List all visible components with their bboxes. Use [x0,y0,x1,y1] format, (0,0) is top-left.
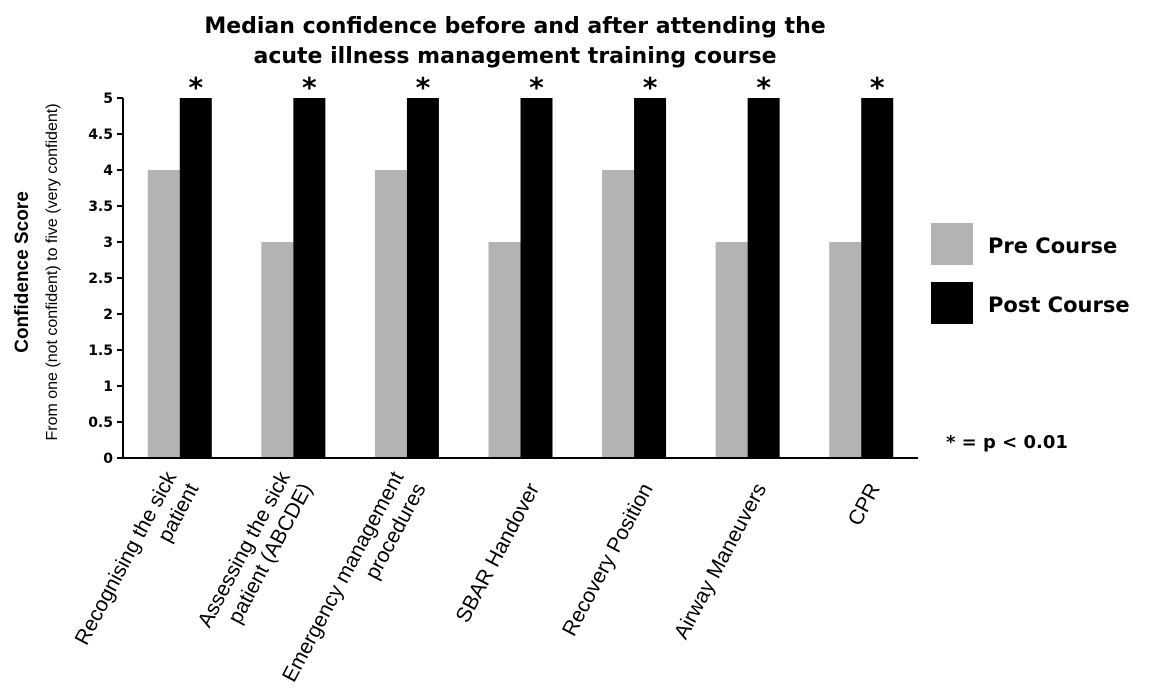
significance-star-recovery-position: * [643,71,658,104]
bar-pre-course-recognising-the-sick-patient [147,170,180,458]
y-tick-label: 3.5 [88,199,113,215]
y-tick-label: 3 [103,235,113,251]
bar-pre-course-cpr [829,242,862,458]
significance-star-sbar-handover: * [529,71,544,104]
bar-post-course-assessing-the-sick-patient-abcde [293,98,326,458]
bar-pre-course-emergency-management-procedures [374,170,407,458]
y-tick-label: 1 [103,379,113,395]
y-tick-label: 1.5 [88,343,113,359]
y-tick-label: 4 [103,163,113,179]
legend-label-post-course: Post Course [988,293,1130,317]
x-tick-label-line: Recovery Position [558,480,658,640]
bar-pre-course-airway-maneuvers [715,242,748,458]
significance-note: * = p < 0.01 [946,432,1068,453]
x-tick-label-line: Airway Maneuvers [670,480,771,643]
bar-pre-course-sbar-handover [488,242,521,458]
x-tick-label-recovery-position: Recovery Position [558,480,658,640]
y-axis-ticks: 0 0.5 1 1.5 2 2.5 3 3.5 4 4.5 5 [88,91,123,467]
chart-title-line-2: acute illness management training course [253,44,776,69]
y-axis-title: Confidence Score [12,191,33,353]
x-tick-label-assessing-the-sick-patient-abcde: Assessing the sickpatient (ABCDE) [193,467,317,642]
significance-star-emergency-management-procedures: * [416,71,431,104]
legend: Pre Course Post Course [931,223,1130,324]
legend-swatch-pre-course [931,223,973,265]
chart-title: Median confidence before and after atten… [204,14,825,69]
x-tick-label-line: Recognising the sick [71,467,182,648]
x-tick-label-recognising-the-sick-patient: Recognising the sickpatient [71,467,204,660]
x-tick-label-airway-maneuvers: Airway Maneuvers [670,480,771,643]
y-tick-label: 2 [103,307,113,323]
significance-star-recognising-the-sick-patient: * [188,71,203,104]
y-tick-label: 0 [103,451,113,467]
bars [147,98,894,458]
bar-post-course-emergency-management-procedures [406,98,439,458]
bar-post-course-recovery-position [634,98,667,458]
significance-star-airway-maneuvers: * [756,71,771,104]
bar-pre-course-assessing-the-sick-patient-abcde [261,242,294,458]
x-tick-label-line: CPR [844,480,885,530]
bar-post-course-sbar-handover [520,98,553,458]
x-tick-label-cpr: CPR [844,480,885,530]
bar-post-course-cpr [861,98,894,458]
y-tick-label: 5 [103,91,113,107]
legend-label-pre-course: Pre Course [988,234,1117,258]
bar-post-course-airway-maneuvers [747,98,780,458]
bar-post-course-recognising-the-sick-patient [179,98,212,458]
bar-pre-course-recovery-position [602,170,635,458]
y-tick-label: 0.5 [88,415,113,431]
y-tick-label: 2.5 [88,271,113,287]
significance-markers: * * * * * * * [188,71,884,104]
legend-swatch-post-course [931,282,973,324]
chart-title-line-1: Median confidence before and after atten… [204,14,825,39]
y-axis-subtitle: From one (not confident) to five (very c… [44,103,61,440]
significance-star-assessing-the-sick-patient-abcde: * [302,71,317,104]
y-tick-label: 4.5 [88,127,113,143]
x-tick-label-line: SBAR Handover [451,480,544,627]
significance-star-cpr: * [870,71,885,104]
x-tick-label-sbar-handover: SBAR Handover [451,480,544,627]
